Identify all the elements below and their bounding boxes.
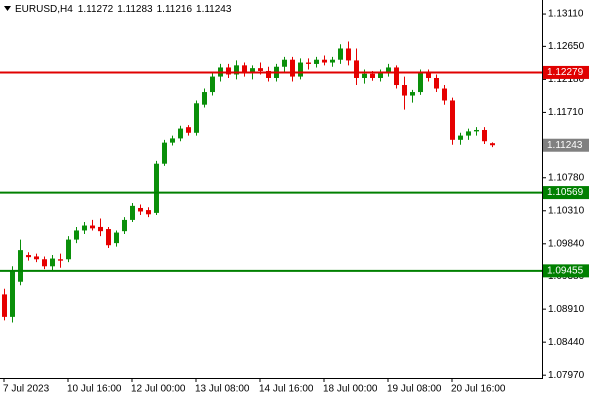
candle-body [250, 68, 255, 73]
candle-body [170, 138, 175, 143]
candle-body [394, 67, 399, 86]
candle-body [58, 259, 63, 261]
symbol-icon [4, 6, 11, 11]
level-label-box [543, 264, 589, 278]
candle-body [458, 135, 463, 140]
candle-body [234, 65, 239, 75]
candle-body [122, 219, 127, 232]
candle-body [282, 59, 287, 67]
candle-body [298, 62, 303, 77]
y-tick-label: 1.11710 [548, 107, 584, 118]
title-low: 1.11216 [157, 4, 193, 15]
candle-body [90, 225, 95, 229]
x-tick-label: 14 Jul 16:00 [259, 384, 314, 395]
level-label: 1.12279 [547, 67, 584, 78]
candle-body [202, 92, 207, 105]
candle-body [74, 230, 79, 240]
candle-body [466, 131, 471, 136]
current-price-box [543, 138, 589, 152]
candle-body [314, 59, 319, 64]
y-tick-label: 1.07970 [548, 370, 585, 381]
candle-body [322, 59, 327, 63]
x-tick-label: 19 Jul 08:00 [387, 384, 442, 395]
x-tick-label: 12 Jul 00:00 [131, 384, 186, 395]
x-tick-label: 10 Jul 16:00 [67, 384, 122, 395]
plot-area [2, 41, 495, 323]
y-tick-label: 1.10310 [548, 205, 585, 216]
candle-body [402, 85, 407, 96]
candle-body [130, 205, 135, 220]
candle-body [378, 72, 383, 78]
candle-body [42, 259, 47, 267]
candle-body [82, 225, 87, 231]
candle-body [186, 127, 191, 133]
x-tick-label: 18 Jul 00:00 [323, 384, 378, 395]
candle-body [266, 70, 271, 78]
candle-body [18, 250, 23, 282]
x-tick-label: 7 Jul 2023 [3, 384, 50, 395]
title-open: 1.11272 [78, 4, 114, 15]
candle-body [386, 67, 391, 73]
candle-body [50, 258, 55, 267]
candle-body [10, 271, 15, 317]
candle-body [154, 163, 159, 213]
chart-title: EURUSD,H4 1.11272 1.11283 1.11216 1.11243 [15, 4, 232, 15]
candle-body [346, 48, 351, 61]
candle-body [178, 128, 183, 139]
candle-body [410, 92, 415, 96]
candle-body [258, 68, 263, 71]
candle-body [226, 67, 231, 75]
candle-body [330, 59, 335, 63]
candle-body [290, 59, 295, 77]
x-tick-label: 13 Jul 08:00 [195, 384, 250, 395]
candle-body [194, 103, 199, 133]
candle-body [426, 72, 431, 78]
candle-body [338, 48, 343, 60]
candle-body [114, 232, 119, 244]
candle-body [2, 294, 7, 317]
candle-body [98, 226, 103, 232]
candle-body [482, 129, 487, 142]
y-tick-label: 1.12650 [548, 41, 585, 52]
current-price-label: 1.11243 [547, 140, 583, 151]
candle-body [450, 100, 455, 140]
y-tick-label: 1.10780 [548, 172, 585, 183]
candle-body [210, 76, 215, 93]
level-label: 1.10569 [547, 187, 584, 198]
y-tick-label: 1.08910 [548, 304, 585, 315]
candle-body [490, 143, 495, 146]
candle-body [26, 255, 31, 258]
title-high: 1.11283 [117, 4, 153, 15]
level-label-box [543, 186, 589, 200]
candle-body [306, 62, 311, 64]
candle-body [66, 239, 71, 260]
y-tick-label: 1.08440 [548, 337, 585, 348]
candle-body [474, 129, 479, 132]
y-tick-label: 1.09840 [548, 238, 585, 249]
level-label-box [543, 65, 589, 79]
candle-body [106, 229, 111, 246]
candle-body [362, 73, 367, 78]
x-tick-label: 20 Jul 16:00 [451, 384, 506, 395]
level-label: 1.09455 [547, 265, 584, 276]
candle-body [354, 60, 359, 78]
candle-body [242, 65, 247, 73]
candle-body [434, 77, 439, 89]
candle-body [370, 73, 375, 78]
candle-body [162, 142, 167, 164]
y-tick-label: 1.13110 [548, 9, 584, 20]
candle-body [138, 207, 143, 212]
candle-body [418, 72, 423, 93]
y-tick-label: 1.12180 [548, 74, 585, 85]
title-close: 1.11243 [196, 4, 232, 15]
candle-body [442, 88, 447, 101]
candle-body [34, 256, 39, 260]
candle-body [146, 210, 151, 215]
symbol: EURUSD,H4 [15, 4, 73, 15]
